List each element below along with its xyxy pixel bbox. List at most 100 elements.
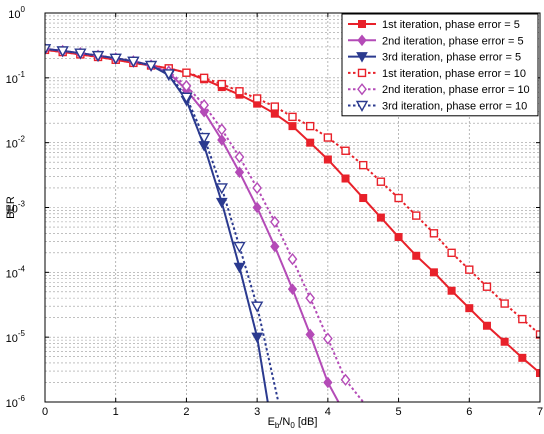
legend-marker <box>356 52 368 63</box>
y-tick-label: 10-4 <box>6 264 26 280</box>
data-point <box>216 123 227 136</box>
data-point <box>412 251 421 260</box>
legend-label: 1st iteration, phase error = 5 <box>382 19 520 31</box>
x-axis-label-tail: [dB] <box>295 416 318 428</box>
legend-marker <box>357 68 367 78</box>
data-point <box>180 92 193 104</box>
data-point <box>74 48 87 60</box>
tick-layer: 0 1 2 3 4 5 6 7 100 10-1 10-2 10-3 10-4 10-5 10-6 <box>6 5 543 418</box>
legend-label: 1st iteration, phase error = 10 <box>382 68 526 80</box>
y-tick-label: 100 <box>8 5 25 21</box>
data-point <box>306 138 315 147</box>
data-point <box>359 194 368 203</box>
legend-entry: 2nd iteration, phase error = 5 <box>348 34 524 47</box>
data-point <box>305 121 315 131</box>
x-tick-label: 0 <box>42 406 48 418</box>
legend-entry: 3rd iteration, phase error = 10 <box>348 101 527 113</box>
x-tick-label: 7 <box>537 406 543 418</box>
data-point <box>144 60 158 72</box>
data-point <box>394 193 403 203</box>
data-point <box>288 122 297 131</box>
data-point <box>535 330 540 339</box>
series-line <box>45 48 540 336</box>
data-point <box>252 94 262 103</box>
x-tick-label: 5 <box>396 406 402 418</box>
data-point <box>500 337 509 346</box>
data-point <box>288 112 297 122</box>
y-tick-label: 10-1 <box>6 70 26 86</box>
data-point <box>215 197 228 209</box>
series-layer <box>45 42 540 402</box>
data-point <box>376 213 385 222</box>
data-point <box>340 373 351 386</box>
data-point <box>323 376 333 389</box>
series-line <box>45 47 280 402</box>
legend-entry: 1st iteration, phase error = 10 <box>348 68 526 80</box>
data-point <box>429 268 438 277</box>
data-point <box>323 155 332 164</box>
x-axis-label-main: E <box>268 416 275 428</box>
y-tick-label: 10-3 <box>6 200 26 216</box>
x-tick-label: 1 <box>113 406 119 418</box>
legend-marker <box>358 20 366 28</box>
legend: 1st iteration, phase error = 5 2nd iterat… <box>341 13 539 117</box>
legend-label: 2nd iteration, phase error = 10 <box>382 84 530 96</box>
data-point <box>269 215 280 229</box>
data-point <box>199 98 210 112</box>
data-point <box>217 134 227 146</box>
data-point <box>341 174 350 183</box>
data-point <box>56 46 69 58</box>
data-point <box>518 314 527 324</box>
data-point <box>233 262 246 274</box>
data-point <box>251 332 263 344</box>
legend-marker <box>357 83 367 96</box>
data-point <box>447 286 456 295</box>
x-axis-label: Eb/N0 [dB] <box>268 416 318 429</box>
data-point <box>233 241 246 253</box>
data-point <box>215 183 228 195</box>
data-point <box>181 79 192 93</box>
legend-label: 3rd iteration, phase error = 5 <box>382 52 521 64</box>
data-point <box>376 177 386 186</box>
data-point <box>305 292 316 305</box>
legend-marker <box>357 34 367 47</box>
data-point <box>482 321 491 330</box>
data-point <box>234 150 245 164</box>
data-point <box>518 353 527 362</box>
data-point <box>109 53 122 65</box>
data-point <box>305 328 315 341</box>
x-axis-label-mid: /N <box>279 416 290 428</box>
data-point <box>447 248 456 258</box>
legend-marker <box>355 100 369 112</box>
data-point <box>482 282 492 291</box>
data-point <box>465 304 474 313</box>
x-axis-label-sub1: b <box>275 421 280 429</box>
data-point <box>199 73 209 83</box>
x-tick-label: 4 <box>325 406 331 418</box>
data-point <box>217 79 226 89</box>
data-point <box>429 229 439 238</box>
data-point <box>270 240 280 253</box>
data-point <box>412 211 421 220</box>
x-axis-label-sub2: 0 <box>290 421 295 429</box>
data-point <box>359 160 368 170</box>
data-point <box>252 181 263 195</box>
legend-entry: 3rd iteration, phase error = 5 <box>348 52 521 64</box>
data-point <box>235 87 244 96</box>
legend-entry: 2nd iteration, phase error = 10 <box>348 83 530 96</box>
y-axis-label: BER <box>5 196 17 219</box>
data-point <box>323 133 333 142</box>
data-point <box>322 332 333 345</box>
data-point <box>270 102 280 111</box>
data-point <box>536 369 540 378</box>
data-point <box>234 166 245 179</box>
series-6 <box>45 44 280 402</box>
data-point <box>270 109 279 118</box>
x-tick-label: 3 <box>254 406 260 418</box>
data-point <box>341 146 350 155</box>
data-point <box>127 56 140 68</box>
data-point <box>182 68 191 77</box>
data-point <box>287 252 298 266</box>
data-point <box>45 44 52 56</box>
